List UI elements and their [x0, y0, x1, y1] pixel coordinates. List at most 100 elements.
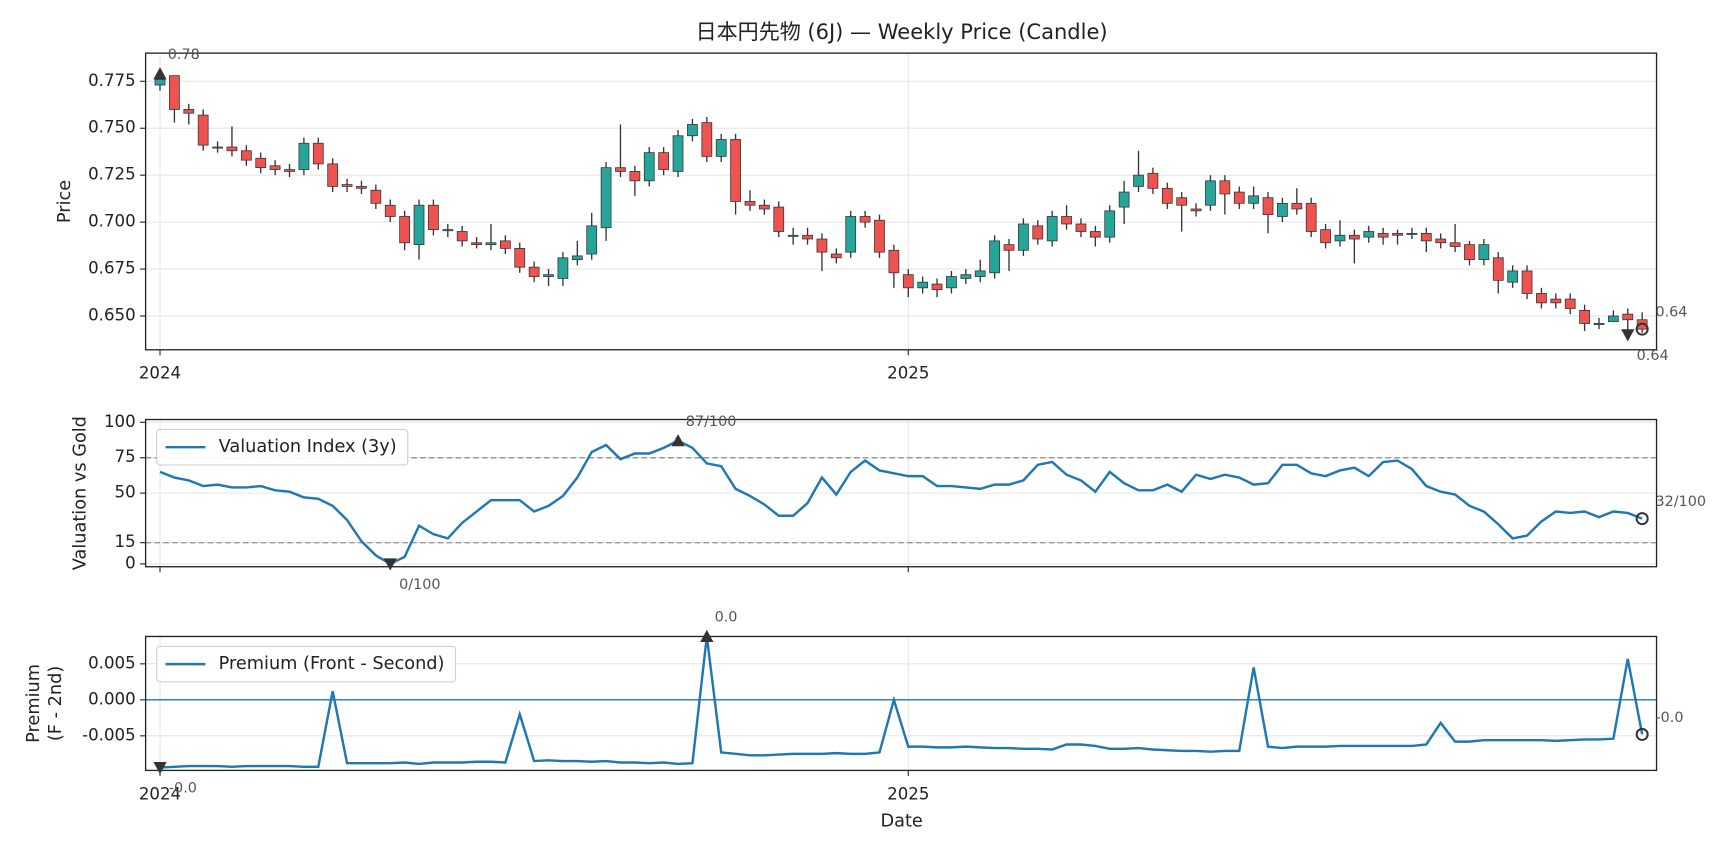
candle-body [1305, 202, 1317, 232]
candle-body [212, 146, 223, 149]
candle-body [629, 171, 641, 182]
candle-body [1420, 232, 1432, 242]
y-tick-label: 0.750 [88, 118, 136, 137]
y-tick-label: 75 [115, 447, 136, 466]
candle-body [1392, 232, 1403, 236]
x-tick-label: 2024 [139, 784, 181, 803]
candle-body [226, 146, 238, 152]
last-marker [1635, 727, 1649, 741]
candle-body [428, 204, 439, 231]
annotation: 0.78 [168, 47, 200, 63]
annotation: 0.64 [1637, 348, 1669, 364]
candle-body [413, 204, 425, 246]
candle-body [902, 274, 914, 289]
candle-body [1550, 298, 1562, 304]
candle-body [499, 240, 511, 249]
candle-body [874, 219, 885, 253]
candle-body [298, 142, 310, 170]
x-tick-label: 2025 [887, 364, 929, 383]
candle-body [356, 186, 367, 189]
candle-body [456, 231, 468, 242]
last-marker [1635, 322, 1649, 336]
candle-body [384, 204, 396, 217]
min-marker [383, 558, 397, 571]
candle-body [169, 75, 180, 110]
candle-body [773, 206, 785, 232]
candle-body [946, 276, 957, 289]
y-tick-label: 0.650 [88, 305, 136, 324]
y-tick-label: 0.675 [88, 259, 136, 278]
candle-body [154, 79, 166, 86]
chart-title: 日本円先物 (6J) — Weekly Price (Candle) [696, 19, 1108, 44]
candle-body [744, 201, 756, 206]
candle-body [1521, 270, 1533, 294]
candle-body [370, 189, 382, 204]
candle-body [1507, 270, 1519, 283]
plot-frame [144, 52, 1658, 351]
legend-label: Premium (Front - Second) [219, 654, 445, 674]
series-line [159, 636, 1644, 769]
candle-body [960, 274, 972, 279]
legend: Valuation Index (3y) [156, 428, 409, 466]
candle-body [1176, 197, 1188, 206]
candle-body [1089, 231, 1101, 238]
candle-body [1348, 234, 1360, 240]
candle-body [1406, 232, 1418, 235]
candle-body [586, 225, 598, 255]
candle-body [974, 270, 986, 277]
last-marker [1635, 512, 1649, 526]
candle-body [1277, 202, 1288, 217]
candle-body [442, 229, 454, 232]
candle-body [1449, 242, 1461, 247]
candle-body [514, 248, 526, 268]
y-axis-label: (F - 2nd) [46, 666, 66, 741]
candle-body [931, 283, 943, 291]
candle-body [1161, 187, 1173, 204]
candle-body [600, 167, 612, 229]
legend-box [156, 428, 409, 466]
candle-body [1075, 223, 1087, 232]
candle-body [255, 157, 267, 169]
candle-body [1018, 223, 1029, 251]
candle-body [658, 152, 670, 170]
x-axis-label: Date [880, 811, 922, 831]
x-tick-label: 2024 [139, 364, 181, 383]
candle-body [615, 167, 626, 172]
candle-body [859, 216, 871, 223]
candle-body [240, 150, 252, 161]
candle-body [1133, 174, 1144, 187]
annotation: 32/100 [1655, 494, 1706, 510]
candle-body [816, 238, 828, 253]
y-tick-label: -0.005 [82, 725, 136, 744]
legend-label: Valuation Index (3y) [219, 437, 397, 457]
y-tick-label: 0.000 [88, 689, 136, 708]
annotation: 0.0 [715, 610, 738, 626]
candle-body [284, 169, 295, 172]
candle-body [830, 253, 842, 259]
legend-box [156, 645, 457, 683]
candle-body [802, 234, 813, 240]
candle-body [1593, 323, 1605, 325]
y-tick-label: 0 [125, 553, 136, 572]
candle-body [1262, 197, 1274, 215]
candle-body [1061, 216, 1072, 225]
candle-body [399, 216, 411, 244]
series-line [159, 439, 1643, 566]
candle-body [1564, 298, 1576, 309]
candle-body [787, 234, 799, 237]
candle-body [1046, 216, 1058, 242]
y-tick-label: 15 [115, 532, 136, 551]
candle-body [1248, 195, 1260, 204]
candle-body [1147, 172, 1159, 189]
candle-body [917, 281, 929, 289]
candle-body [1334, 234, 1346, 242]
candle-body [471, 242, 482, 246]
candle-body [1536, 293, 1547, 304]
y-tick-label: 0.700 [88, 212, 136, 231]
candle-body [1003, 244, 1015, 251]
candle-body [1579, 309, 1590, 324]
candle-body [543, 274, 554, 277]
candle-body [672, 135, 684, 172]
candle-body [845, 216, 857, 253]
